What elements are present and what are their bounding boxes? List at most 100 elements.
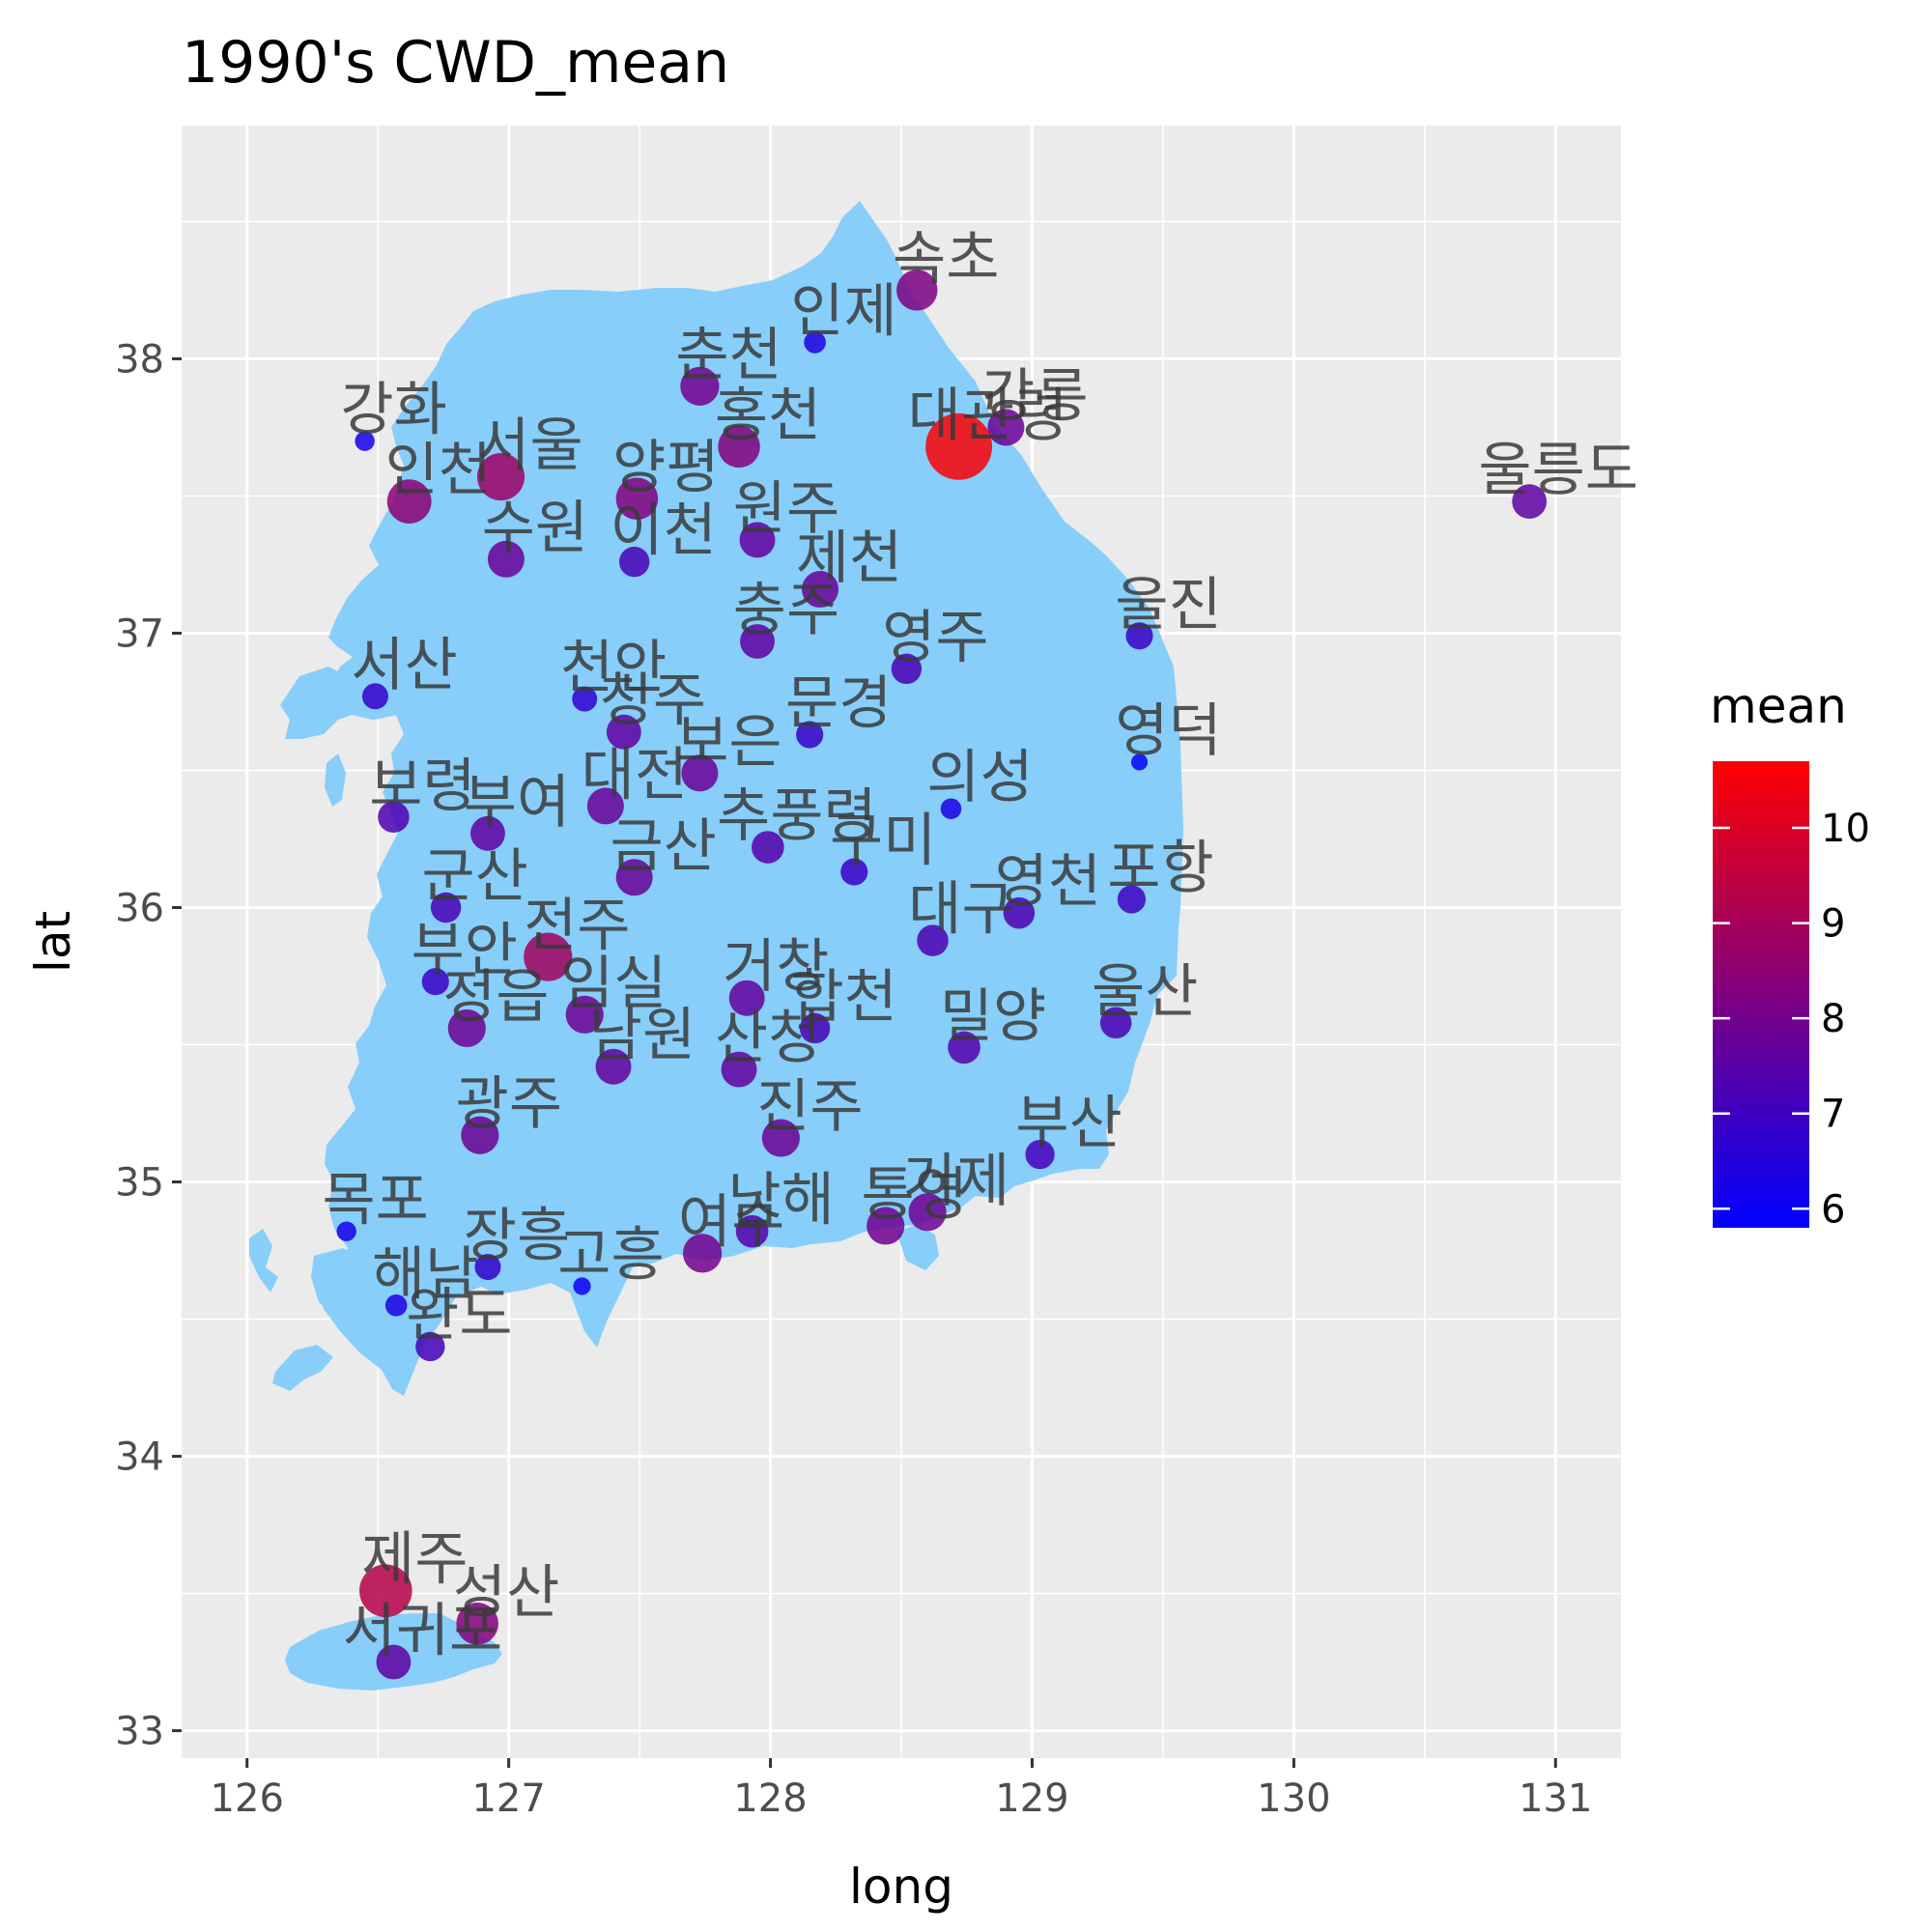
jindo-island-shape <box>311 1248 367 1316</box>
station-point <box>524 932 573 981</box>
station-point <box>1512 484 1548 520</box>
station-label: 장흥 <box>464 1203 570 1270</box>
station-point <box>917 924 949 956</box>
station-point <box>1125 622 1153 650</box>
station-label: 구미 <box>830 808 936 875</box>
station-label: 의성 <box>926 744 1033 811</box>
station-point <box>573 1277 591 1295</box>
station-point <box>680 366 720 406</box>
sw-island-shape-2 <box>272 1345 333 1391</box>
station-label: 속초 <box>893 225 999 293</box>
station-point <box>470 815 505 851</box>
station-point <box>1003 896 1036 929</box>
station-label: 남해 <box>727 1167 834 1235</box>
station-label: 홍천 <box>715 382 821 449</box>
station-point <box>384 1294 408 1317</box>
station-point <box>421 968 449 996</box>
station-point <box>476 453 526 501</box>
station-point <box>735 1214 769 1248</box>
station-point <box>376 1644 412 1680</box>
station-label: 서귀포 <box>343 1598 503 1665</box>
station-point <box>752 831 784 864</box>
y-axis: 33 34 35 36 37 38 <box>115 337 182 1754</box>
station-label: 춘천 <box>675 322 781 389</box>
station-point <box>804 331 826 354</box>
station-point <box>618 546 650 578</box>
station-point <box>572 686 598 712</box>
station-point <box>840 858 868 886</box>
x-tick-label: 126 <box>211 1776 284 1821</box>
station-point <box>415 1331 445 1362</box>
station-label: 천안 <box>560 635 667 702</box>
station-label: 부안 <box>412 917 518 984</box>
station-point <box>925 412 993 480</box>
station-point <box>430 892 462 923</box>
y-tick-label: 38 <box>115 337 164 382</box>
legend-title: mean <box>1710 678 1847 734</box>
station-label: 정읍 <box>442 963 549 1031</box>
station-label: 목포 <box>322 1167 428 1235</box>
station-label: 임실 <box>560 950 667 1017</box>
west-island-shape <box>325 753 346 807</box>
station-point <box>565 995 604 1034</box>
legend-tick-label: 7 <box>1821 1093 1845 1137</box>
legend-ticks: 6 7 8 9 10 <box>1713 807 1870 1232</box>
station-point <box>728 980 765 1016</box>
station-label: 보은 <box>675 708 781 776</box>
station-point <box>739 522 776 558</box>
station-point <box>336 1221 356 1241</box>
legend-tick-label: 9 <box>1821 902 1845 947</box>
station-point <box>595 1048 632 1085</box>
station-label: 해남 <box>372 1240 478 1308</box>
station-point <box>456 1603 498 1645</box>
station-point <box>586 787 624 825</box>
station-point <box>474 1254 501 1281</box>
legend-tick-label: 10 <box>1821 807 1870 851</box>
y-tick-label: 35 <box>115 1161 164 1206</box>
station-point <box>740 624 775 659</box>
station-label: 포항 <box>1107 835 1213 902</box>
station-label: 부여 <box>464 769 570 837</box>
y-tick-label: 37 <box>115 611 164 656</box>
station-label: 통영 <box>862 1161 968 1229</box>
station-point <box>355 431 375 451</box>
station-label: 울산 <box>1092 958 1198 1026</box>
y-tick-label: 36 <box>115 886 164 930</box>
station-point <box>615 859 653 896</box>
station-label: 광주 <box>456 1070 562 1138</box>
station-label: 산청 <box>715 1005 821 1072</box>
x-axis-title: long <box>849 1859 953 1915</box>
station-point <box>681 754 719 792</box>
station-point <box>1117 885 1147 914</box>
station-label: 울진 <box>1115 571 1221 639</box>
station-point <box>891 653 923 685</box>
y-tick-label: 34 <box>115 1435 164 1480</box>
station-point <box>940 798 962 819</box>
chart-title: 1990's CWD_mean <box>182 29 729 97</box>
station-label: 영주 <box>882 604 988 671</box>
color-legend: mean 6 7 8 9 10 <box>1710 678 1870 1232</box>
station-point <box>1099 1007 1132 1039</box>
station-label: 전주 <box>524 893 630 960</box>
station-label: 거창 <box>723 933 829 1001</box>
station-label: 성산 <box>453 1559 559 1627</box>
mainland-shape <box>319 201 1183 1396</box>
station-label: 합천 <box>790 963 896 1031</box>
station-label: 부산 <box>1015 1090 1122 1157</box>
station-label: 여수 <box>678 1188 784 1256</box>
station-label: 완도 <box>406 1282 512 1350</box>
station-label: 이천 <box>610 497 716 565</box>
station-points <box>336 270 1548 1680</box>
station-point <box>487 540 525 578</box>
station-label: 거제 <box>903 1148 1009 1215</box>
x-axis: 126 127 128 129 130 131 <box>211 1758 1592 1821</box>
sw-island-shape-1 <box>249 1229 278 1293</box>
station-label: 수원 <box>482 495 588 562</box>
station-label: 강화 <box>340 377 446 444</box>
station-label: 고흥 <box>557 1221 664 1289</box>
station-point <box>615 477 659 521</box>
station-label: 양평 <box>612 434 719 501</box>
station-label: 충주 <box>733 577 839 644</box>
station-label: 추풍령 <box>717 782 877 850</box>
x-tick-label: 128 <box>733 1776 807 1821</box>
